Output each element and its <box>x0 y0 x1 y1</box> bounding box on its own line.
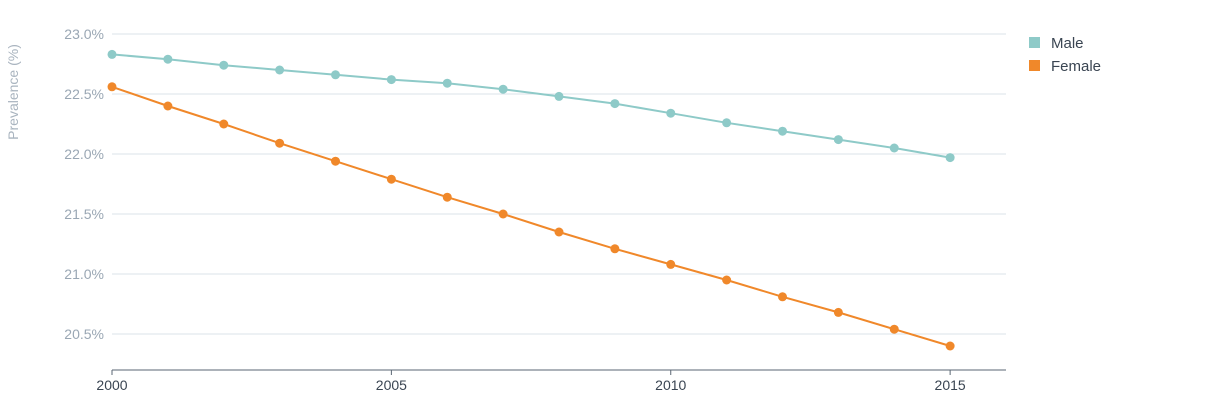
data-point-female[interactable] <box>666 259 676 269</box>
data-point-female[interactable] <box>554 227 564 237</box>
data-point-male[interactable] <box>219 60 229 70</box>
gridlines <box>111 33 1006 375</box>
legend-label-male[interactable]: Male <box>1051 35 1084 52</box>
y-tick-label: 22.5% <box>64 86 104 102</box>
x-tick-label: 2005 <box>376 377 407 393</box>
legend-swatch-female <box>1029 60 1040 71</box>
y-tick-label: 21.0% <box>64 266 104 282</box>
data-point-male[interactable] <box>833 135 843 145</box>
x-tick-labels: 2000 2005 2010 2015 <box>96 377 965 393</box>
data-point-male[interactable] <box>666 108 676 118</box>
data-point-female[interactable] <box>219 119 229 129</box>
legend-swatch-male <box>1029 37 1040 48</box>
data-point-female[interactable] <box>442 192 452 202</box>
data-point-male[interactable] <box>163 54 173 64</box>
x-tick-label: 2010 <box>655 377 686 393</box>
data-point-female[interactable] <box>610 244 620 254</box>
data-point-male[interactable] <box>275 65 285 75</box>
data-point-female[interactable] <box>833 307 843 317</box>
data-point-female[interactable] <box>275 138 285 148</box>
data-point-male[interactable] <box>442 78 452 88</box>
legend: Male Female <box>1029 35 1101 75</box>
y-tick-label: 23.0% <box>64 26 104 42</box>
data-point-male[interactable] <box>945 153 955 163</box>
data-point-female[interactable] <box>107 82 117 92</box>
series-line-male <box>111 53 951 159</box>
data-point-female[interactable] <box>778 292 787 302</box>
y-tick-label: 21.5% <box>64 206 104 222</box>
data-point-male[interactable] <box>554 91 564 101</box>
data-point-male[interactable] <box>722 118 732 128</box>
data-point-male[interactable] <box>889 143 899 153</box>
series-line-female <box>111 85 951 347</box>
data-point-male[interactable] <box>107 49 117 59</box>
data-point-female[interactable] <box>498 209 508 219</box>
data-point-female[interactable] <box>331 156 340 166</box>
data-point-female[interactable] <box>386 174 396 184</box>
data-point-male[interactable] <box>386 75 396 85</box>
y-tick-label: 20.5% <box>64 326 104 342</box>
data-point-male[interactable] <box>610 99 620 109</box>
y-tick-label: 22.0% <box>64 146 104 162</box>
data-point-male[interactable] <box>778 126 787 136</box>
data-point-male[interactable] <box>331 70 340 80</box>
data-point-female[interactable] <box>722 275 732 285</box>
data-point-female[interactable] <box>945 341 955 351</box>
data-point-female[interactable] <box>889 324 899 334</box>
y-tick-labels: 23.0% 22.5% 22.0% 21.5% 21.0% 20.5% <box>64 26 104 342</box>
legend-label-female[interactable]: Female <box>1051 58 1101 75</box>
x-tick-label: 2015 <box>935 377 966 393</box>
data-point-female[interactable] <box>163 101 173 111</box>
data-point-male[interactable] <box>498 84 508 94</box>
y-axis-label: Prevalence (%) <box>5 44 21 140</box>
series-layer <box>107 49 955 351</box>
axes: Prevalence (%) <box>5 44 21 140</box>
x-tick-label: 2000 <box>96 377 127 393</box>
